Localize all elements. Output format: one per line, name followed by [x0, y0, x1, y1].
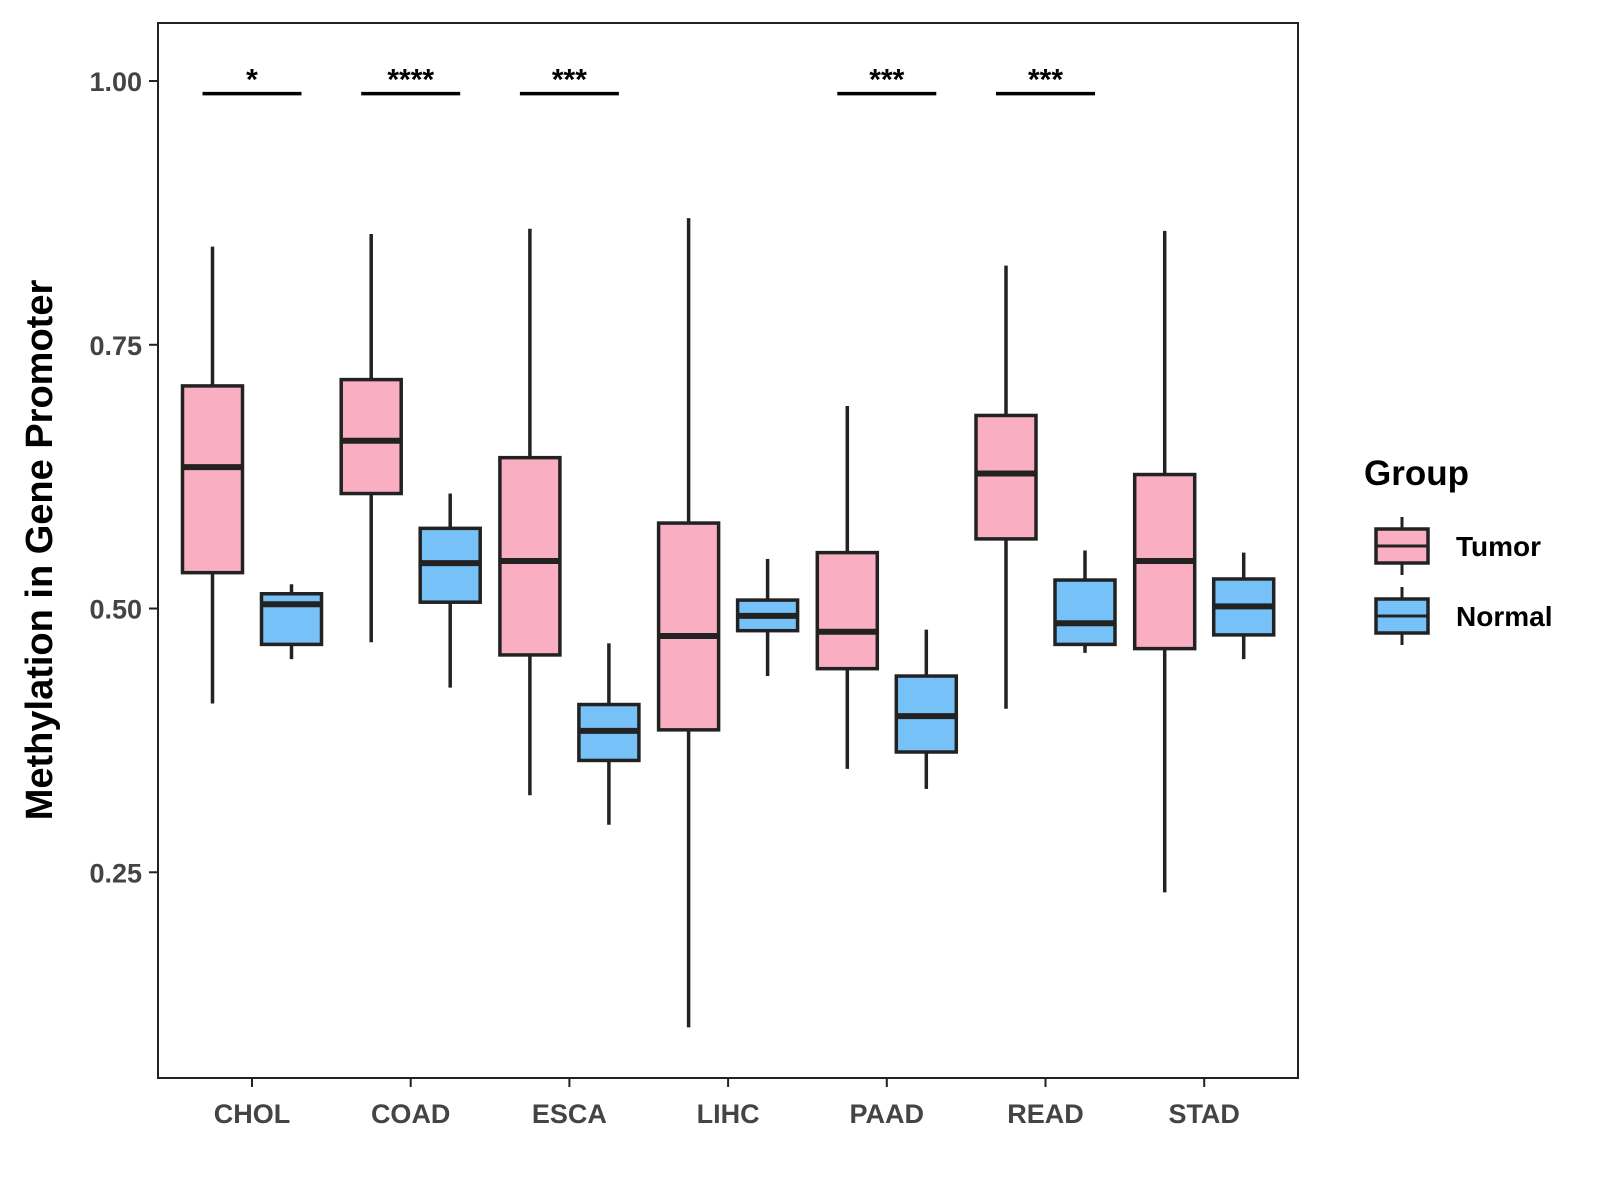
y-tick-label: 1.00	[89, 67, 142, 97]
y-tick-label: 0.50	[89, 595, 142, 625]
box-normal-esca	[577, 643, 641, 825]
iqr-box	[815, 550, 880, 671]
legend-title: Group	[1364, 454, 1469, 493]
iqr-box	[656, 521, 721, 732]
significance-label: ***	[552, 64, 587, 97]
box-tumor-coad	[339, 234, 403, 643]
x-tick-label: STAD	[1168, 1099, 1240, 1129]
legend-label: Normal	[1456, 601, 1552, 632]
y-tick-label: 0.75	[89, 331, 142, 361]
box-tumor-stad	[1132, 230, 1197, 893]
box-normal-coad	[418, 493, 482, 688]
significance-label: *	[246, 64, 258, 97]
y-axis: 0.25 0.50 0.75 1.00	[89, 67, 158, 888]
legend: Group Tumor Normal	[1364, 454, 1552, 645]
legend-label: Tumor	[1456, 531, 1541, 562]
box-normal-stad	[1211, 552, 1276, 660]
y-axis-title: Methylation in Gene Promoter	[19, 280, 61, 821]
box-normal-chol	[259, 584, 324, 660]
significance-layer: * **** *** *** ***	[202, 64, 1095, 97]
x-tick-label: PAAD	[850, 1099, 925, 1129]
x-tick-label: COAD	[371, 1099, 451, 1129]
box-tumor-paad	[815, 405, 880, 769]
x-tick-label: CHOL	[214, 1099, 291, 1129]
plot-panel	[157, 22, 1299, 1079]
y-tick-label: 0.25	[89, 858, 142, 888]
iqr-box	[498, 455, 562, 657]
x-axis: CHOL COAD ESCA LIHC PAAD READ STAD	[214, 1078, 1240, 1129]
x-tick-label: LIHC	[697, 1099, 760, 1129]
significance-label: ****	[387, 64, 434, 97]
box-normal-read	[1053, 550, 1117, 653]
box-tumor-lihc	[656, 218, 721, 1028]
iqr-box	[339, 377, 403, 496]
box-normal-paad	[894, 629, 959, 789]
x-tick-label: ESCA	[532, 1099, 607, 1129]
significance-label: ***	[1028, 64, 1063, 97]
iqr-box	[180, 384, 245, 575]
box-tumor-esca	[498, 228, 562, 796]
significance-label: ***	[869, 64, 904, 97]
x-tick-label: READ	[1007, 1099, 1084, 1129]
legend-item-normal: Normal	[1374, 587, 1552, 645]
iqr-box	[1053, 578, 1117, 647]
box-tumor-chol	[180, 246, 245, 704]
box-layer	[180, 218, 1276, 1028]
box-tumor-read	[974, 265, 1038, 709]
iqr-box	[974, 413, 1038, 541]
legend-item-tumor: Tumor	[1374, 517, 1541, 575]
box-normal-lihc	[735, 558, 800, 677]
plot-panel-border	[157, 22, 1299, 1079]
